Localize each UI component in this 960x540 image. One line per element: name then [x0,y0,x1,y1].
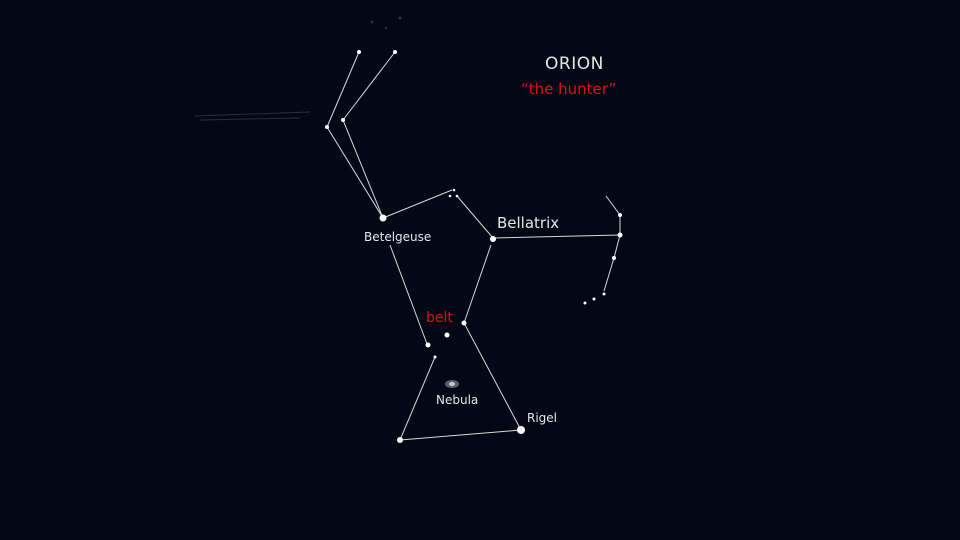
star-club-mid-left [325,125,329,129]
betelgeuse-belt-line [389,244,428,345]
club-line-3 [342,51,396,121]
belt-rigel-line [463,322,522,431]
club-line-4 [342,119,384,219]
head-bellatrix-line [456,195,494,239]
saiph-rigel-line [399,429,522,441]
star-head-2 [448,194,452,198]
bellatrix-belt-line [463,244,492,324]
star-bellatrix [490,236,496,242]
star-shield-bottom-2 [592,297,596,301]
belt-saiph-line [399,356,436,441]
rigel-label: Rigel [527,411,558,425]
line-group [326,51,621,441]
faint-marks-top [370,16,402,30]
star-saiph [397,437,403,443]
star-belt-left [425,342,431,348]
nebula-label: Nebula [436,393,479,407]
star-rigel [517,426,525,434]
shield-line-4 [603,257,615,292]
betelgeuse-label: Betelgeuse [364,230,432,244]
subtitle: “the hunter” [521,80,617,98]
star-club-top-left [357,50,361,54]
club-line-1 [326,51,360,128]
shield-line-3 [613,234,621,259]
belt-label: belt [426,310,453,326]
title: ORION [545,54,604,74]
star-sword-top [433,355,437,359]
bellatrix-label: Bellatrix [497,214,560,232]
star-head-1 [452,188,456,192]
faint-streak [194,111,311,121]
star-club-mid-right [341,118,345,122]
star-shield-top [618,213,622,217]
star-shield-mid [617,232,623,238]
star-shield-bottom-1 [602,292,606,296]
stars [325,50,623,443]
star-belt-mid [444,332,450,338]
star-betelgeuse [379,214,387,222]
club-line-2 [326,126,384,219]
bellatrix-shield-line [492,234,621,239]
star-club-top-right [393,50,397,54]
star-shield-low [612,256,616,260]
shoulder-head-line [382,189,453,219]
star-shield-bottom-3 [583,301,587,305]
shield-line-1 [605,195,621,216]
nebula-smudge [445,380,459,388]
star-head-3 [455,194,459,198]
star-belt-right [461,320,467,326]
